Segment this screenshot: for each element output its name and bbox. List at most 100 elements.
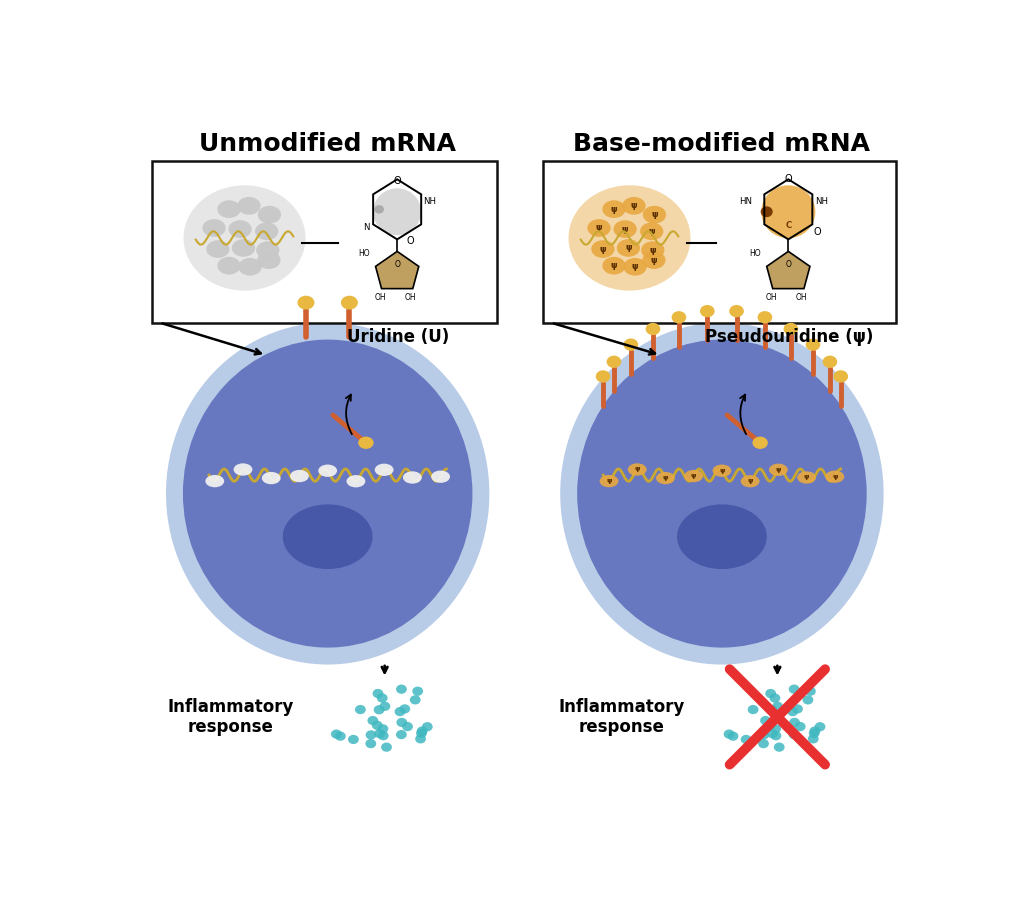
Text: ψ: ψ bbox=[719, 468, 725, 473]
Text: ψ: ψ bbox=[622, 224, 629, 233]
Text: ψ: ψ bbox=[606, 478, 611, 484]
Ellipse shape bbox=[355, 705, 366, 714]
Ellipse shape bbox=[283, 504, 373, 569]
Text: ψ: ψ bbox=[748, 478, 753, 484]
Ellipse shape bbox=[255, 223, 279, 240]
Ellipse shape bbox=[403, 472, 422, 483]
Text: ψ: ψ bbox=[610, 205, 617, 214]
Ellipse shape bbox=[415, 734, 426, 744]
Ellipse shape bbox=[772, 701, 783, 711]
Text: N: N bbox=[364, 223, 370, 232]
Ellipse shape bbox=[672, 311, 686, 323]
Ellipse shape bbox=[677, 504, 767, 569]
Ellipse shape bbox=[808, 734, 818, 744]
Ellipse shape bbox=[760, 716, 771, 725]
Ellipse shape bbox=[578, 339, 866, 648]
Ellipse shape bbox=[217, 200, 241, 218]
Ellipse shape bbox=[416, 729, 427, 738]
Ellipse shape bbox=[298, 296, 314, 310]
Text: ψ: ψ bbox=[600, 244, 606, 253]
Text: ψ: ψ bbox=[596, 224, 602, 233]
Ellipse shape bbox=[805, 687, 816, 696]
Ellipse shape bbox=[238, 197, 260, 214]
Ellipse shape bbox=[560, 323, 884, 664]
Ellipse shape bbox=[656, 472, 675, 484]
Ellipse shape bbox=[790, 718, 800, 727]
Ellipse shape bbox=[602, 257, 626, 274]
Text: Uridine (U): Uridine (U) bbox=[347, 328, 450, 346]
Ellipse shape bbox=[231, 239, 255, 257]
Ellipse shape bbox=[643, 205, 666, 224]
Text: O: O bbox=[813, 226, 821, 236]
Text: ψ: ψ bbox=[631, 201, 637, 210]
Polygon shape bbox=[376, 252, 419, 289]
Ellipse shape bbox=[375, 205, 384, 214]
Ellipse shape bbox=[346, 475, 366, 488]
Ellipse shape bbox=[396, 730, 407, 739]
Ellipse shape bbox=[596, 370, 610, 383]
Text: HO: HO bbox=[358, 249, 370, 258]
Ellipse shape bbox=[331, 729, 342, 738]
Text: OH: OH bbox=[766, 293, 777, 302]
Ellipse shape bbox=[822, 356, 838, 368]
Ellipse shape bbox=[810, 727, 820, 736]
Ellipse shape bbox=[568, 186, 690, 291]
Ellipse shape bbox=[758, 311, 772, 323]
Text: OH: OH bbox=[404, 293, 416, 302]
Ellipse shape bbox=[600, 475, 618, 487]
Ellipse shape bbox=[394, 707, 406, 716]
Ellipse shape bbox=[834, 370, 848, 383]
Text: Inflammatory
response: Inflammatory response bbox=[168, 698, 294, 737]
Ellipse shape bbox=[724, 729, 734, 738]
Ellipse shape bbox=[765, 720, 775, 730]
Ellipse shape bbox=[374, 705, 384, 714]
Ellipse shape bbox=[373, 689, 383, 698]
Text: ψ: ψ bbox=[691, 473, 696, 479]
Ellipse shape bbox=[375, 463, 393, 476]
Ellipse shape bbox=[740, 475, 760, 488]
Text: Base-modified mRNA: Base-modified mRNA bbox=[573, 132, 870, 156]
Ellipse shape bbox=[588, 219, 610, 237]
Bar bbox=[153, 161, 497, 323]
Ellipse shape bbox=[380, 701, 390, 711]
Text: ψ: ψ bbox=[663, 475, 669, 481]
Ellipse shape bbox=[798, 472, 816, 483]
Ellipse shape bbox=[616, 239, 640, 257]
Ellipse shape bbox=[770, 724, 781, 733]
Text: O: O bbox=[393, 176, 401, 186]
Ellipse shape bbox=[700, 305, 715, 318]
Text: O: O bbox=[394, 260, 400, 269]
Ellipse shape bbox=[761, 186, 815, 238]
Ellipse shape bbox=[729, 305, 743, 318]
Ellipse shape bbox=[183, 186, 305, 291]
Ellipse shape bbox=[769, 693, 780, 702]
Text: HN: HN bbox=[739, 197, 753, 206]
Ellipse shape bbox=[396, 718, 408, 727]
Ellipse shape bbox=[740, 735, 752, 744]
Ellipse shape bbox=[396, 684, 407, 694]
Ellipse shape bbox=[206, 240, 229, 258]
Ellipse shape bbox=[728, 731, 738, 741]
Bar bbox=[544, 161, 896, 323]
Ellipse shape bbox=[262, 472, 281, 484]
Ellipse shape bbox=[366, 730, 377, 739]
Ellipse shape bbox=[591, 240, 614, 258]
Ellipse shape bbox=[769, 463, 787, 476]
Ellipse shape bbox=[290, 470, 309, 482]
Text: O: O bbox=[407, 235, 414, 245]
Ellipse shape bbox=[640, 223, 664, 240]
Ellipse shape bbox=[628, 463, 646, 476]
Ellipse shape bbox=[753, 436, 768, 449]
Ellipse shape bbox=[410, 695, 421, 704]
Text: ψ: ψ bbox=[635, 466, 640, 472]
Ellipse shape bbox=[431, 471, 450, 483]
Text: ψ: ψ bbox=[804, 474, 809, 481]
Ellipse shape bbox=[806, 338, 820, 351]
Ellipse shape bbox=[256, 242, 280, 259]
Ellipse shape bbox=[381, 742, 392, 752]
Ellipse shape bbox=[684, 470, 703, 482]
Ellipse shape bbox=[788, 684, 800, 694]
Ellipse shape bbox=[761, 206, 773, 217]
Text: ψ: ψ bbox=[649, 245, 656, 254]
Text: ψ: ψ bbox=[833, 473, 838, 480]
